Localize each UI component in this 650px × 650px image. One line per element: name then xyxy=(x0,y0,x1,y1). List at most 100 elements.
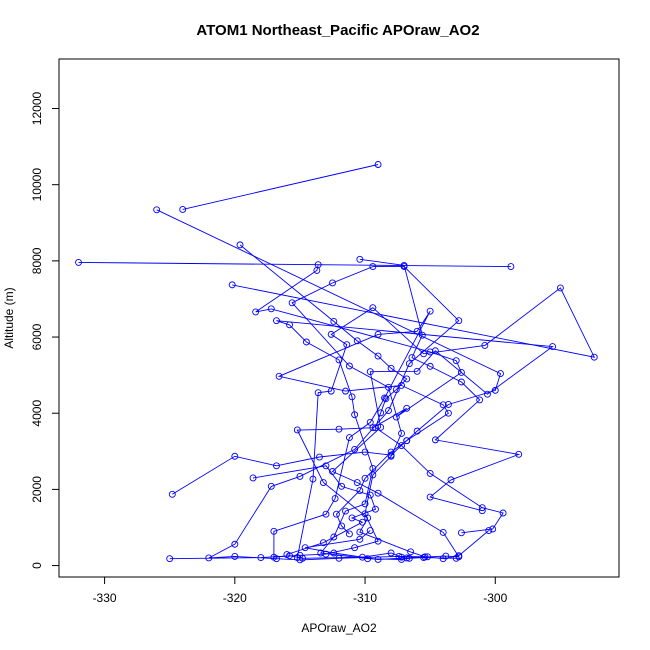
data-point xyxy=(549,343,557,351)
data-point xyxy=(481,341,489,349)
data-point xyxy=(369,263,377,271)
data-point xyxy=(330,533,338,541)
data-point xyxy=(421,553,429,561)
data-point xyxy=(491,386,499,394)
data-point xyxy=(408,354,416,362)
y-axis-label: Altitude (m) xyxy=(2,287,16,348)
data-point xyxy=(75,258,82,266)
data-point xyxy=(330,317,338,325)
data-series xyxy=(75,258,515,563)
data-point xyxy=(338,522,346,530)
data-point xyxy=(351,445,359,453)
data-point xyxy=(345,434,353,442)
data-point xyxy=(455,552,463,560)
data-point xyxy=(426,362,434,370)
data-point xyxy=(322,510,330,518)
data-point xyxy=(327,387,335,395)
data-point xyxy=(444,401,452,408)
data-point xyxy=(332,510,340,518)
data-point xyxy=(400,261,408,269)
data-point xyxy=(369,304,377,312)
data-series xyxy=(179,161,382,213)
data-point xyxy=(252,308,260,316)
x-tick-label: -330 xyxy=(93,591,117,605)
data-point xyxy=(329,279,336,287)
data-point xyxy=(249,474,257,482)
data-point xyxy=(413,427,421,435)
data-point xyxy=(485,527,493,534)
data-point xyxy=(392,386,400,394)
data-point xyxy=(342,507,349,515)
data-point xyxy=(447,476,455,484)
data-point xyxy=(405,554,413,562)
data-point xyxy=(293,426,301,434)
data-point xyxy=(455,317,463,325)
data-point xyxy=(515,450,523,458)
data-series xyxy=(249,462,379,558)
data-point xyxy=(231,452,239,460)
data-point xyxy=(403,404,411,412)
data-point xyxy=(205,554,213,562)
x-tick-label: -310 xyxy=(353,591,377,605)
series-line xyxy=(359,258,521,512)
data-point xyxy=(420,554,428,562)
data-point xyxy=(273,317,280,325)
data-point xyxy=(361,448,369,456)
data-point xyxy=(273,462,280,470)
data-point xyxy=(374,556,382,563)
data-point xyxy=(331,495,339,502)
data-point xyxy=(309,475,317,483)
y-tick-label: 10000 xyxy=(30,168,44,202)
data-point xyxy=(351,544,359,552)
data-point xyxy=(273,555,280,563)
data-point xyxy=(556,284,564,292)
data-point xyxy=(275,372,283,380)
data-point xyxy=(166,555,174,563)
data-point xyxy=(296,472,304,480)
data-point xyxy=(374,352,382,360)
data-point xyxy=(356,528,364,536)
data-point xyxy=(398,442,405,450)
data-point xyxy=(457,369,465,376)
data-point xyxy=(366,491,374,499)
data-point xyxy=(369,464,377,472)
data-point xyxy=(385,407,392,415)
data-point xyxy=(387,448,395,456)
x-axis-label: APOraw_AO2 xyxy=(301,621,377,635)
data-point xyxy=(314,389,322,397)
data-point xyxy=(356,535,364,543)
data-point xyxy=(372,505,379,513)
x-tick-label: -320 xyxy=(223,591,247,605)
data-point xyxy=(267,305,275,313)
data-point xyxy=(403,437,411,445)
y-tick-label: 4000 xyxy=(30,400,44,427)
data-point xyxy=(351,411,359,419)
data-point xyxy=(348,393,356,401)
data-point xyxy=(353,337,361,345)
data-point xyxy=(317,549,325,557)
series-line xyxy=(239,244,504,534)
data-point xyxy=(267,482,275,490)
data-point xyxy=(418,331,426,339)
data-point xyxy=(283,551,291,558)
chart-title: ATOM1 Northeast_Pacific APOraw_AO2 xyxy=(196,22,479,39)
data-point xyxy=(236,241,244,249)
data-point xyxy=(374,489,382,497)
y-tick-label: 6000 xyxy=(30,323,44,350)
data-point xyxy=(398,381,405,389)
data-point xyxy=(426,469,434,477)
data-series xyxy=(236,241,507,537)
data-point xyxy=(345,362,353,370)
data-point xyxy=(338,482,346,490)
data-point xyxy=(387,452,395,460)
data-point xyxy=(403,375,411,383)
data-point xyxy=(348,514,356,522)
data-point xyxy=(457,378,465,386)
data-point xyxy=(372,424,379,432)
data-point xyxy=(382,395,390,403)
x-tick-label: -300 xyxy=(483,591,507,605)
data-point xyxy=(316,453,323,461)
data-point xyxy=(366,418,374,426)
data-point xyxy=(322,462,330,470)
